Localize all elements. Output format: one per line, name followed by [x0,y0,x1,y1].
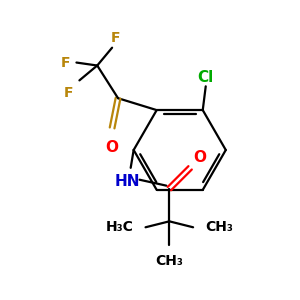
Text: F: F [61,56,70,70]
Text: HN: HN [115,174,140,189]
Text: O: O [106,140,118,155]
Text: F: F [110,31,120,45]
Text: H₃C: H₃C [106,220,134,234]
Text: Cl: Cl [198,70,214,85]
Text: O: O [193,150,206,165]
Text: CH₃: CH₃ [205,220,233,234]
Text: F: F [64,86,74,100]
Text: CH₃: CH₃ [155,254,183,268]
